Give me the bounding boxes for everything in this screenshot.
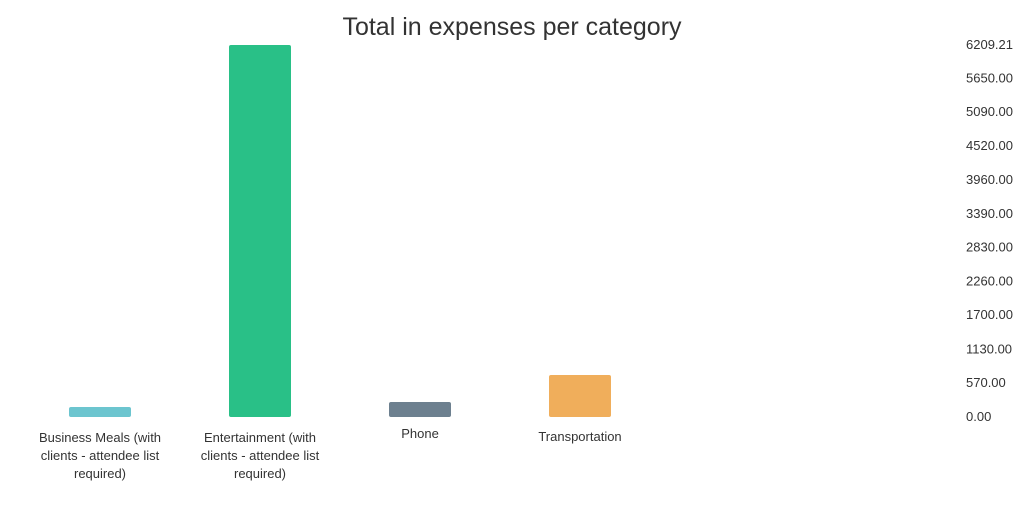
y-tick-label: 4520.00: [966, 138, 1013, 153]
y-tick-label: 2830.00: [966, 239, 1013, 254]
x-tick-label: required): [74, 466, 126, 481]
y-tick-label: 1130.00: [966, 341, 1012, 356]
bar: [229, 45, 291, 417]
bar: [389, 402, 451, 417]
y-tick-label: 1700.00: [966, 307, 1013, 322]
y-tick-label: 0.00: [966, 409, 991, 424]
x-axis-labels: Business Meals (with clients - attendee l…: [39, 426, 622, 481]
y-tick-label: 2260.00: [966, 274, 1013, 289]
bar: [69, 407, 131, 417]
x-tick-label: required): [234, 466, 286, 481]
bars: [69, 45, 611, 417]
y-tick-label: 3390.00: [966, 206, 1013, 221]
x-tick-label: Entertainment (with: [204, 430, 316, 445]
x-tick-label: Phone: [401, 426, 439, 441]
y-tick-label: 3960.00: [966, 172, 1013, 187]
bar: [549, 375, 611, 417]
x-tick-label: clients - attendee list: [41, 448, 160, 463]
y-tick-label: 6209.21: [966, 37, 1013, 52]
x-tick-label: clients - attendee list: [201, 448, 320, 463]
y-tick-label: 5090.00: [966, 104, 1013, 119]
chart-title: Total in expenses per category: [342, 13, 682, 41]
y-tick-label: 5650.00: [966, 71, 1013, 86]
y-axis: 0.00 570.00 1130.00 1700.00 2260.00 2830.00 33…: [966, 37, 1013, 424]
x-tick-label: Transportation: [538, 429, 621, 444]
x-tick-label: Business Meals (with: [39, 430, 161, 445]
y-tick-label: 570.00: [966, 375, 1006, 390]
